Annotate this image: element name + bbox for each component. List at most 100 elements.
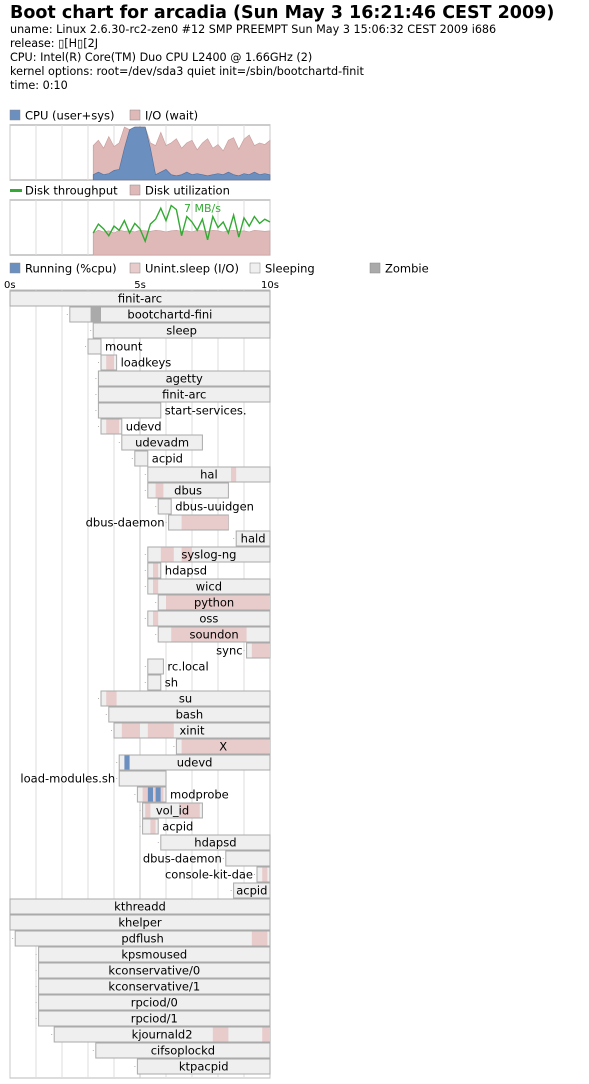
process-bar — [147, 658, 164, 675]
process-label: hdapsd — [194, 836, 236, 850]
process-state-segment — [142, 787, 148, 802]
process-state-segment — [150, 819, 156, 834]
process-state-segment — [121, 723, 140, 738]
process-bar — [147, 674, 162, 691]
process-label: xinit — [180, 724, 205, 738]
process-bar — [38, 994, 271, 1011]
process-bar — [108, 706, 271, 723]
process-label: wicd — [196, 580, 222, 594]
legend-throughput-swatch — [10, 189, 22, 192]
process-bar — [100, 690, 271, 707]
legend-sleeping-label: Sleeping — [265, 262, 315, 276]
process-bar — [147, 578, 271, 595]
process-bar — [97, 370, 271, 387]
legend-cpu-swatch — [9, 109, 21, 121]
process-state-segment — [212, 1027, 229, 1042]
process-label: kconservative/0 — [108, 964, 200, 978]
process-state-segment — [90, 307, 101, 322]
process-label: modprobe — [170, 788, 229, 802]
process-label: dbus — [174, 484, 202, 498]
process-state-segment — [155, 787, 161, 802]
process-bar — [233, 882, 271, 899]
process-label: X — [219, 740, 227, 754]
process-bar — [9, 290, 271, 307]
process-label: rpciod/1 — [131, 1012, 178, 1026]
legend-sleeping-swatch — [249, 262, 261, 274]
process-label: hal — [200, 468, 218, 482]
process-state-segment — [106, 691, 117, 706]
process-bar — [69, 306, 271, 323]
disk-utilization-area — [92, 229, 271, 256]
process-label: bash — [176, 708, 204, 722]
process-bar — [121, 434, 203, 451]
process-label: python — [194, 596, 234, 610]
process-label: acpid — [152, 452, 183, 466]
process-label: syslog-ng — [181, 548, 236, 562]
process-state-segment — [124, 755, 130, 770]
process-label: mount — [105, 340, 143, 354]
process-bar — [147, 546, 271, 563]
process-state-segment — [262, 1027, 270, 1042]
process-state-segment — [106, 419, 120, 434]
uname-line: uname: Linux 2.6.30-rc2-zen0 #12 SMP PRE… — [10, 23, 497, 36]
cpu-usage-area — [92, 126, 271, 181]
legend-zombie-swatch — [369, 262, 381, 274]
legend-io-swatch — [129, 109, 141, 121]
process-bar — [147, 482, 229, 499]
cpu-line: CPU: Intel(R) Core(TM) Duo CPU L2400 @ 1… — [10, 51, 313, 64]
process-state-segment — [153, 563, 159, 578]
process-label: rpciod/0 — [131, 996, 178, 1010]
process-label: kconservative/1 — [108, 980, 200, 994]
process-label: acpid — [162, 820, 193, 834]
process-state-segment — [106, 355, 114, 370]
process-bar — [160, 834, 271, 851]
process-state-segment — [262, 867, 268, 882]
process-state-segment — [251, 931, 268, 946]
process-bar — [38, 946, 271, 963]
process-bar — [14, 930, 271, 947]
process-label: udevd — [177, 756, 213, 770]
process-label: kthreadd — [114, 900, 166, 914]
process-bar — [97, 402, 162, 419]
process-bar — [147, 610, 271, 627]
legend-disk-util-label: Disk utilization — [145, 184, 230, 198]
process-bar — [95, 1042, 271, 1059]
process-state-segment — [251, 643, 270, 658]
process-state-segment — [181, 739, 270, 754]
process-state-segment — [181, 515, 229, 530]
process-state-segment — [153, 579, 159, 594]
legend-cpu-label: CPU (user+sys) — [25, 109, 115, 123]
x-tick-label: 10s — [261, 280, 279, 291]
process-label: oss — [199, 612, 218, 626]
process-label: agetty — [166, 372, 203, 386]
process-bar — [118, 754, 271, 771]
process-state-segment — [147, 787, 153, 802]
process-bar — [118, 770, 167, 787]
process-label: loadkeys — [121, 356, 172, 370]
legend-zombie-label: Zombie — [385, 262, 429, 276]
x-tick-label: 0s — [4, 280, 16, 291]
time-line: time: 0:10 — [10, 79, 68, 92]
process-label: cifsoplockd — [151, 1044, 215, 1058]
process-label: dbus-uuidgen — [175, 500, 254, 514]
legend-running-label: Running (%cpu) — [25, 262, 117, 276]
process-state-segment — [166, 595, 270, 610]
process-label: bootchartd-fini — [127, 308, 212, 322]
process-label: sh — [165, 676, 178, 690]
process-state-segment — [179, 803, 200, 818]
kernel-options-line: kernel options: root=/dev/sda3 quiet ini… — [10, 65, 364, 78]
process-label: rc.local — [167, 660, 208, 674]
process-bar — [9, 914, 271, 931]
process-bar — [235, 530, 271, 547]
process-state-segment — [153, 787, 156, 802]
x-tick-label: 5s — [134, 280, 146, 291]
process-bar — [147, 466, 271, 483]
process-label: acpid — [236, 884, 267, 898]
process-state-segment — [153, 611, 159, 626]
process-state-segment — [160, 547, 174, 562]
process-bar — [92, 322, 271, 339]
legend-running-swatch — [9, 262, 21, 274]
process-bar — [97, 386, 271, 403]
process-state-segment — [147, 723, 174, 738]
process-label: finit-arc — [118, 292, 162, 306]
